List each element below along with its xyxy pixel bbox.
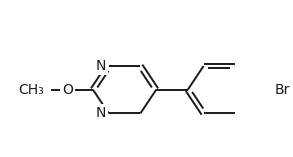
- Text: N: N: [96, 106, 106, 120]
- Text: Br: Br: [275, 83, 290, 97]
- Text: CH₃: CH₃: [18, 83, 44, 97]
- Text: N: N: [96, 59, 106, 73]
- Text: O: O: [62, 83, 73, 97]
